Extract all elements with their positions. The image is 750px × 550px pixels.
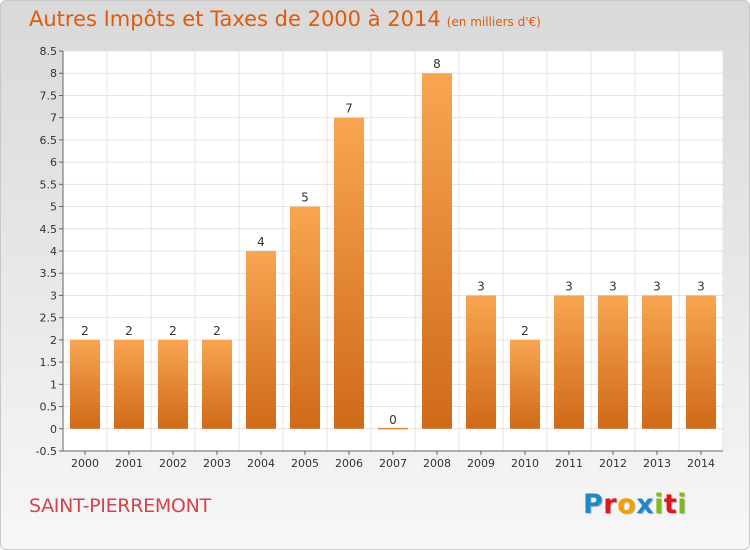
x-tick-label: 2000 xyxy=(71,457,99,470)
chart-unit: (en milliers d'€) xyxy=(446,15,541,29)
bar-value-label: 2 xyxy=(81,324,89,338)
bar-value-label: 2 xyxy=(169,324,177,338)
y-tick-label: 2.5 xyxy=(40,312,58,325)
x-tick-label: 2006 xyxy=(335,457,363,470)
bar xyxy=(202,339,232,429)
bar xyxy=(378,427,408,430)
x-tick-label: 2005 xyxy=(291,457,319,470)
bar-value-label: 3 xyxy=(565,279,573,293)
bar xyxy=(686,295,716,429)
y-tick-label: 8.5 xyxy=(40,45,58,58)
x-tick-label: 2014 xyxy=(687,457,715,470)
bar-value-label: 3 xyxy=(477,279,485,293)
x-tick-label: 2009 xyxy=(467,457,495,470)
y-tick-label: 7.5 xyxy=(40,89,58,102)
x-tick-label: 2010 xyxy=(511,457,539,470)
x-tick-label: 2002 xyxy=(159,457,187,470)
y-tick-label: -0.5 xyxy=(36,445,57,458)
bar-value-label: 8 xyxy=(433,57,441,71)
bar xyxy=(422,73,452,429)
y-tick-label: 6 xyxy=(50,156,57,169)
bar xyxy=(510,339,540,429)
y-tick-label: 5 xyxy=(50,201,57,214)
x-tick-label: 2004 xyxy=(247,457,275,470)
bar xyxy=(246,251,276,429)
logo-letter: o xyxy=(617,489,637,520)
bar-value-label: 2 xyxy=(125,324,133,338)
y-tick-label: 3.5 xyxy=(40,267,58,280)
logo-letter: i xyxy=(677,489,688,520)
y-tick-label: 4 xyxy=(50,245,57,258)
chart-title: Autres Impôts et Taxes de 2000 à 2014 (en… xyxy=(29,7,541,31)
bar-value-label: 2 xyxy=(213,324,221,338)
y-tick-label: 1.5 xyxy=(40,356,58,369)
y-tick-label: 0 xyxy=(50,423,57,436)
y-tick-label: 4.5 xyxy=(40,223,58,236)
bar-value-label: 0 xyxy=(389,413,397,427)
bar-value-label: 3 xyxy=(653,279,661,293)
logo-letter: t xyxy=(663,489,678,520)
bar xyxy=(290,206,320,429)
y-tick-label: 0.5 xyxy=(40,401,58,414)
chart-title-text: Autres Impôts et Taxes de 2000 à 2014 xyxy=(29,7,441,31)
y-tick-label: 6.5 xyxy=(40,134,58,147)
bar-value-label: 7 xyxy=(345,102,353,116)
x-tick-label: 2003 xyxy=(203,457,231,470)
x-tick-label: 2013 xyxy=(643,457,671,470)
bar xyxy=(158,339,188,429)
bar xyxy=(466,295,496,429)
x-tick-label: 2008 xyxy=(423,457,451,470)
x-tick-label: 2001 xyxy=(115,457,143,470)
x-tick-label: 2012 xyxy=(599,457,627,470)
y-tick-label: 7 xyxy=(50,112,57,125)
logo-letter: r xyxy=(603,489,618,520)
bar-value-label: 4 xyxy=(257,235,265,249)
y-tick-label: 1 xyxy=(50,378,57,391)
y-tick-label: 2 xyxy=(50,334,57,347)
bar-value-label: 5 xyxy=(301,191,309,205)
bar-value-label: 3 xyxy=(609,279,617,293)
x-tick-label: 2007 xyxy=(379,457,407,470)
bar xyxy=(334,117,364,429)
y-tick-label: 8 xyxy=(50,67,57,80)
x-tick-label: 2011 xyxy=(555,457,583,470)
bar xyxy=(70,339,100,429)
logo-letter: i xyxy=(654,489,664,520)
bar xyxy=(598,295,628,429)
bar xyxy=(642,295,672,429)
y-tick-label: 5.5 xyxy=(40,178,58,191)
bar-value-label: 3 xyxy=(697,279,705,293)
bar xyxy=(554,295,584,429)
y-tick-label: 3 xyxy=(50,289,57,302)
bar-value-label: 2 xyxy=(521,324,529,338)
commune-name: SAINT-PIERREMONT xyxy=(29,495,211,517)
logo-letter: x xyxy=(636,489,655,520)
proxiti-logo: Proxiti xyxy=(583,489,687,520)
bar xyxy=(114,339,144,429)
logo-letter: P xyxy=(583,489,604,520)
